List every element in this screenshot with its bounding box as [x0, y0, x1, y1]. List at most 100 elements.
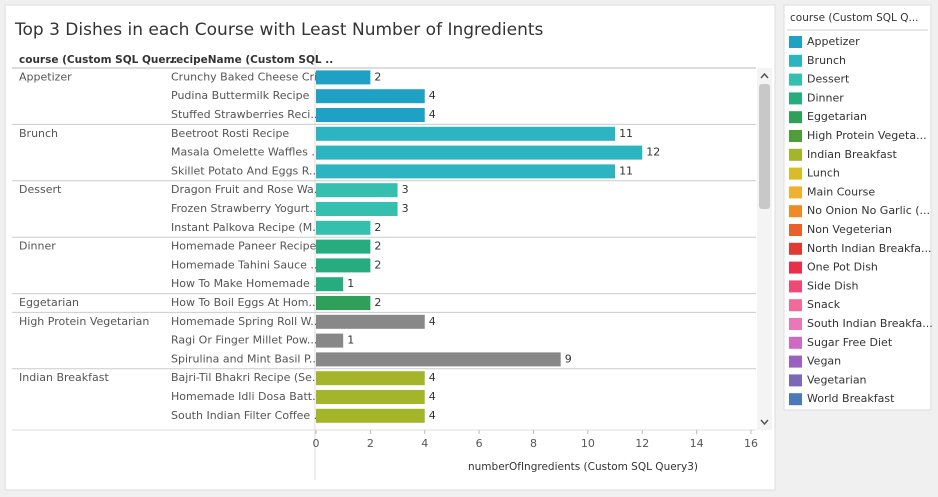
- course-label: High Protein Vegetarian: [19, 315, 149, 328]
- course-label: Eggetarian: [19, 296, 79, 309]
- legend-swatch: [789, 299, 802, 312]
- legend-label[interactable]: Side Dish: [807, 279, 859, 292]
- x-tick-label: 16: [744, 437, 758, 450]
- bar: [316, 164, 616, 179]
- scroll-thumb[interactable]: [759, 84, 770, 209]
- course-label: Appetizer: [19, 70, 72, 83]
- x-tick-label: 10: [581, 437, 595, 450]
- legend-swatch: [789, 374, 802, 387]
- bar: [316, 390, 425, 404]
- legend-label[interactable]: South Indian Breakfa...: [807, 317, 933, 330]
- value-label: 2: [374, 258, 381, 271]
- legend-label[interactable]: Dessert: [807, 73, 850, 86]
- legend-label[interactable]: World Breakfast: [807, 392, 895, 405]
- legend-label[interactable]: Lunch: [807, 167, 840, 180]
- legend-swatch: [789, 148, 802, 161]
- bar: [316, 126, 616, 141]
- bar: [316, 202, 398, 216]
- legend-panel: [783, 4, 932, 411]
- recipe-label: Pudina Buttermilk Recipe: [171, 89, 310, 102]
- bar: [316, 239, 371, 254]
- legend-swatch: [789, 224, 802, 236]
- course-label: Indian Breakfast: [19, 371, 110, 384]
- legend-swatch: [789, 261, 802, 274]
- bar: [316, 296, 371, 310]
- legend-label[interactable]: Sugar Free Diet: [807, 336, 893, 349]
- row-header: course (Custom SQL Quer..: [19, 54, 177, 66]
- legend-label[interactable]: Snack: [807, 298, 841, 311]
- bar: [316, 220, 371, 235]
- scroll-down[interactable]: [760, 419, 769, 426]
- legend-swatch: [789, 280, 802, 293]
- bar: [316, 145, 643, 160]
- legend-swatch: [789, 92, 802, 105]
- legend-swatch: [789, 186, 802, 199]
- legend-swatch: [789, 355, 802, 368]
- value-label: 2: [374, 296, 381, 309]
- value-label: 4: [429, 409, 436, 422]
- legend-swatch: [789, 167, 802, 180]
- bar: [316, 258, 371, 273]
- recipe-label: Homemade Idli Dosa Batt...: [171, 390, 323, 403]
- value-label: 3: [402, 202, 409, 215]
- legend-label[interactable]: Vegan: [807, 355, 841, 368]
- legend-label[interactable]: One Pot Dish: [807, 261, 878, 274]
- legend-swatch: [789, 318, 802, 330]
- legend-title: course (Custom SQL Q...: [790, 12, 919, 24]
- recipe-label: Dragon Fruit and Rose Wa...: [171, 183, 324, 196]
- legend-label[interactable]: Eggetarian: [807, 110, 867, 123]
- recipe-label: Instant Palkova Recipe (M...: [171, 221, 323, 234]
- recipe-label: Bajri-Til Bhakri Recipe (Se...: [171, 371, 322, 384]
- course-label: Dinner: [19, 240, 56, 253]
- recipe-label: Homemade Tahini Sauce ...: [171, 258, 321, 271]
- value-label: 4: [429, 315, 436, 328]
- legend-swatch: [789, 36, 802, 48]
- x-tick-label: 4: [421, 437, 428, 450]
- value-label: 4: [429, 371, 436, 384]
- legend-swatch: [789, 54, 802, 67]
- chart-title: Top 3 Dishes in each Course with Least N…: [14, 20, 544, 40]
- recipe-label: How To Boil Eggs At Hom...: [171, 296, 319, 309]
- recipe-label: Frozen Strawberry Yogurt...: [171, 202, 320, 215]
- bar: [316, 371, 425, 386]
- recipe-label: Ragi Or Finger Millet Pow...: [171, 334, 317, 347]
- legend-label[interactable]: Non Vegeterian: [807, 223, 892, 236]
- legend-label[interactable]: High Protein Vegeta...: [807, 129, 927, 142]
- legend-swatch: [789, 242, 802, 255]
- legend-label[interactable]: Dinner: [807, 91, 844, 104]
- recipe-label: Homemade Paneer Recipe: [171, 240, 317, 253]
- x-tick-label: 6: [476, 437, 483, 450]
- recipe-label: Homemade Spring Roll W...: [171, 315, 321, 328]
- bar: [316, 89, 425, 104]
- value-label: 1: [347, 277, 354, 290]
- course-label: Dessert: [19, 183, 62, 196]
- x-tick-label: 0: [313, 437, 320, 450]
- bar: [316, 333, 344, 348]
- value-label: 4: [429, 89, 436, 102]
- legend-label[interactable]: No Onion No Garlic (...: [807, 204, 930, 217]
- legend-label[interactable]: North Indian Breakfa...: [807, 242, 932, 255]
- value-label: 9: [565, 352, 572, 365]
- x-tick-label: 8: [530, 437, 537, 450]
- x-tick-label: 14: [690, 437, 704, 450]
- recipe-label: Spirulina and Mint Basil P...: [171, 352, 319, 365]
- scroll-up[interactable]: [760, 72, 769, 79]
- recipe-label: Stuffed Strawberries Reci...: [171, 108, 321, 121]
- x-tick-label: 2: [367, 437, 374, 450]
- legend-label[interactable]: Vegetarian: [807, 373, 867, 386]
- value-label: 2: [374, 221, 381, 234]
- course-label: Brunch: [19, 127, 58, 140]
- bar: [316, 70, 371, 85]
- recipe-label: Masala Omelette Waffles ...: [171, 146, 322, 159]
- legend-label[interactable]: Main Course: [807, 185, 875, 198]
- legend-swatch: [789, 130, 802, 142]
- bar: [316, 314, 425, 329]
- value-label: 2: [374, 240, 381, 253]
- legend-label[interactable]: Brunch: [807, 54, 846, 67]
- recipe-label: Crunchy Baked Cheese Cri...: [171, 70, 328, 83]
- value-label: 4: [429, 390, 436, 403]
- legend-label[interactable]: Indian Breakfast: [807, 148, 898, 161]
- legend-swatch: [789, 336, 802, 349]
- value-label: 2: [374, 70, 381, 83]
- legend-label[interactable]: Appetizer: [807, 35, 860, 48]
